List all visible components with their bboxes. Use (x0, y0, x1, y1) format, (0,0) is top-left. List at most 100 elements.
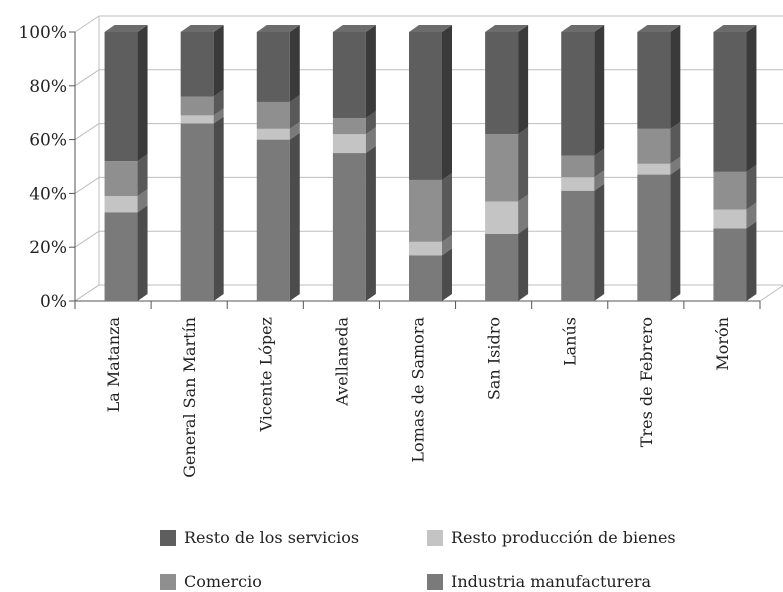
bar-segment (637, 32, 671, 129)
bar-segment-side (365, 111, 376, 135)
bar-segment-side (594, 148, 605, 178)
legend-swatch (160, 573, 176, 590)
gridline-side (74, 176, 100, 194)
y-tick-label: 60% (29, 131, 67, 151)
legend-item-resto-produccion: Resto producción de bienes (427, 528, 676, 547)
legend-swatch (427, 573, 443, 590)
bar-segment-side (442, 25, 452, 180)
gridline-side (74, 230, 100, 248)
bar-segment-side (594, 25, 605, 156)
bar-top-face (713, 25, 757, 32)
x-category-label: General San Martín (180, 317, 199, 478)
bar-segment-side (213, 89, 224, 116)
bar-segment (180, 115, 214, 124)
x-category-label: Vicente López (256, 317, 275, 433)
bar-top-face (409, 25, 452, 32)
bar-segment-side (213, 25, 224, 97)
bar-segment-side (746, 202, 757, 229)
bar-segment-side (365, 25, 376, 119)
bar-segment-side (670, 121, 681, 164)
bar-segment (485, 201, 519, 234)
bar-segment-side (670, 156, 681, 175)
bar-segment (637, 174, 671, 301)
bar-segment (561, 177, 595, 191)
y-tick-label: 0% (40, 292, 67, 312)
bar-segment-side (746, 164, 757, 210)
bar-segment-side (213, 108, 224, 124)
bar-segment-side (365, 146, 376, 301)
bar-segment (180, 32, 214, 97)
bar-segment-side (365, 127, 376, 154)
bar-segment (485, 32, 519, 135)
bar-segment (332, 118, 366, 135)
bar-segment (637, 128, 671, 164)
bar-segment-side (137, 25, 148, 162)
bar-segment (104, 32, 138, 162)
bar-segment-side (518, 226, 529, 301)
bar-segment (561, 155, 595, 178)
bar-segment (409, 179, 442, 242)
bar-segment (104, 196, 138, 213)
bar-segment-side (670, 167, 681, 301)
bar-segment (409, 241, 442, 256)
bar-segment-side (518, 194, 529, 234)
bar-segment (332, 153, 366, 301)
bar-segment-side (289, 94, 300, 129)
bar-segment-side (518, 25, 529, 135)
bar-top-face (332, 25, 376, 32)
legend-label: Industria manufacturera (451, 572, 651, 591)
bar-segment (713, 228, 747, 301)
bar-segment-side (442, 248, 452, 301)
bar-top-face (485, 25, 529, 32)
bar-segment (332, 32, 366, 119)
y-tick-label: 100% (18, 23, 67, 43)
legend-item-industria: Industria manufacturera (427, 572, 651, 591)
legend-item-comercio: Comercio (160, 572, 262, 591)
gridline-side (74, 15, 100, 33)
bar-segment-side (442, 234, 452, 256)
bar-segment-side (442, 172, 452, 242)
gridline-side (74, 123, 100, 141)
y-tick-label: 80% (29, 77, 67, 97)
bar-segment (256, 139, 290, 301)
bar-segment (713, 209, 747, 229)
legend-label: Resto de los servicios (184, 528, 360, 547)
bar-segment-side (137, 189, 148, 213)
bar-segment (332, 134, 366, 154)
bar-segment-side (594, 183, 605, 301)
bar-segment (713, 32, 747, 172)
bar-segment-side (746, 25, 757, 172)
bars (104, 25, 757, 302)
gridline-side (74, 69, 100, 87)
legend-label: Resto producción de bienes (451, 528, 676, 547)
bar-segment (256, 32, 290, 102)
y-tick-label: 20% (29, 238, 67, 258)
x-category-label: Morón (713, 317, 732, 371)
x-category-label: Tres de Febrero (637, 317, 656, 447)
y-tick-label: 40% (29, 184, 67, 204)
x-axis: La Matanza General San Martín Vicente Lópe… (74, 301, 761, 478)
x-category-label: Lomas de Samora (409, 317, 428, 463)
bar-segment (104, 212, 138, 301)
legend-swatch (427, 529, 443, 546)
x-category-label: La Matanza (104, 317, 123, 413)
bar-segment (637, 163, 671, 175)
bar-top-face (637, 25, 681, 32)
legend-label: Comercio (184, 572, 262, 591)
bar-segment (409, 32, 442, 180)
bar-segment-side (289, 132, 300, 301)
bar-segment (713, 171, 747, 210)
bar-top-face (561, 25, 605, 32)
bar-segment-side (289, 121, 300, 140)
legend: Resto de los servicios Resto producción … (0, 520, 783, 592)
bar-segment (485, 134, 519, 202)
gridline-side (74, 284, 100, 302)
bar-segment (485, 233, 519, 301)
bar-top-face (104, 25, 148, 32)
bar-segment-side (518, 127, 529, 202)
bar-top-face (256, 25, 300, 32)
bar-segment-side (137, 154, 148, 197)
legend-swatch (160, 529, 176, 546)
bar-segment-side (289, 25, 300, 102)
bar-segment-side (670, 25, 681, 129)
